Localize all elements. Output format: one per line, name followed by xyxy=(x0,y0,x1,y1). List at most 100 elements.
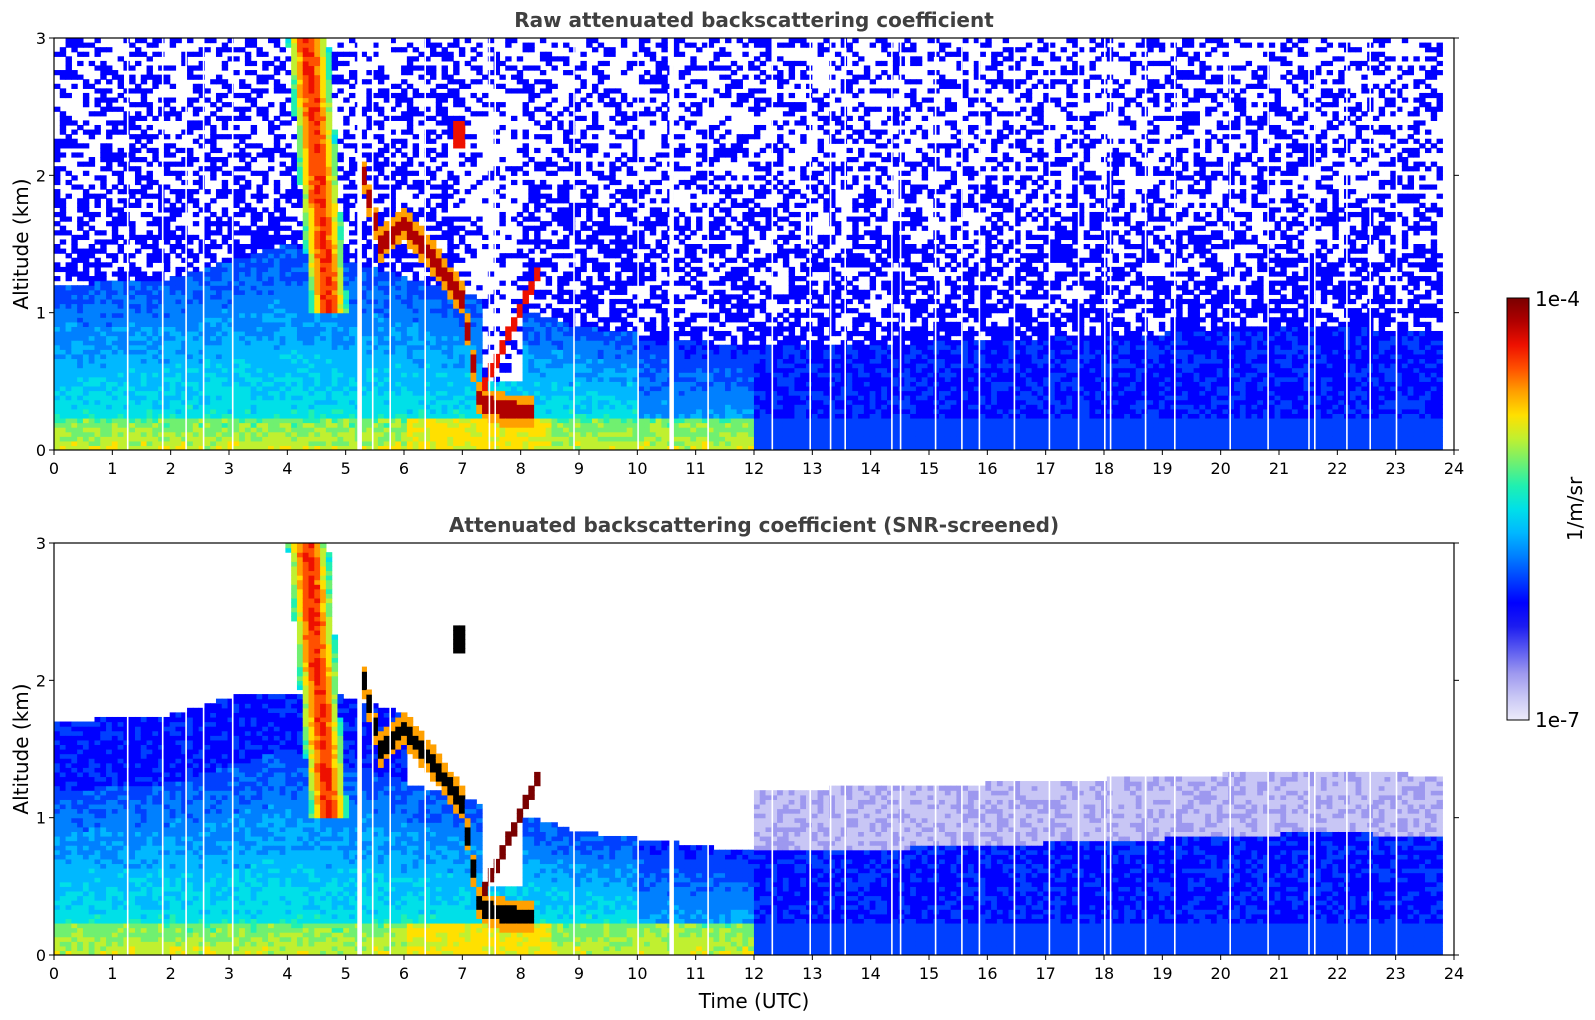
heatmap-cell xyxy=(123,313,129,318)
heatmap-cell xyxy=(123,253,129,258)
heatmap-cell xyxy=(60,88,66,93)
heatmap-cell xyxy=(413,427,419,432)
heatmap-cell xyxy=(471,336,477,341)
heatmap-cell xyxy=(83,52,89,57)
heatmap-cell xyxy=(112,400,118,405)
heatmap-cell xyxy=(152,404,158,409)
heatmap-cell xyxy=(233,189,239,194)
heatmap-cell xyxy=(378,308,384,313)
heatmap-cell xyxy=(239,345,245,350)
heatmap-cell xyxy=(332,322,338,327)
heatmap-cell xyxy=(326,372,332,377)
heatmap-cell xyxy=(320,217,326,222)
heatmap-cell xyxy=(453,258,459,263)
heatmap-cell xyxy=(326,363,332,368)
heatmap-cell xyxy=(332,235,338,240)
heatmap-cell xyxy=(349,436,355,441)
heatmap-cell xyxy=(309,139,315,144)
heatmap-cell xyxy=(303,184,309,189)
heatmap-cell xyxy=(395,423,401,428)
heatmap-cell xyxy=(378,235,384,240)
heatmap-cell xyxy=(499,418,505,423)
heatmap-cell xyxy=(233,381,239,386)
heatmap-cell xyxy=(378,230,384,235)
heatmap-cell xyxy=(112,377,118,382)
heatmap-cell xyxy=(141,276,147,281)
heatmap-cell xyxy=(147,253,153,258)
heatmap-cell xyxy=(129,390,135,395)
heatmap-cell xyxy=(384,249,390,254)
heatmap-cell xyxy=(378,221,384,226)
heatmap-cell xyxy=(280,418,286,423)
heatmap-cell xyxy=(303,253,309,258)
heatmap-cell xyxy=(175,244,181,249)
heatmap-cell xyxy=(135,326,141,331)
heatmap-cell xyxy=(274,432,280,437)
heatmap-cell xyxy=(378,427,384,432)
heatmap-cell xyxy=(337,139,343,144)
heatmap-cell xyxy=(193,423,199,428)
heatmap-cell xyxy=(459,116,465,121)
heatmap-cell xyxy=(337,340,343,345)
heatmap-cell xyxy=(193,235,199,240)
heatmap-cell xyxy=(407,358,413,363)
heatmap-cell xyxy=(343,253,349,258)
heatmap-cell xyxy=(407,308,413,313)
heatmap-cell xyxy=(216,285,222,290)
heatmap-cell xyxy=(245,395,251,400)
heatmap-cell xyxy=(476,381,482,386)
heatmap-cell xyxy=(100,404,106,409)
heatmap-cell xyxy=(337,386,343,391)
heatmap-cell xyxy=(239,262,245,267)
heatmap-cell xyxy=(453,427,459,432)
heatmap-cell xyxy=(349,354,355,359)
heatmap-cell xyxy=(187,372,193,377)
heatmap-cell xyxy=(256,322,262,327)
heatmap-cell xyxy=(309,413,315,418)
heatmap-cell xyxy=(442,152,448,157)
heatmap-cell xyxy=(175,395,181,400)
heatmap-cell xyxy=(222,432,228,437)
heatmap-cell xyxy=(320,322,326,327)
heatmap-cell xyxy=(453,116,459,121)
heatmap-cell xyxy=(233,340,239,345)
heatmap-cell xyxy=(77,221,83,226)
heatmap-cell xyxy=(303,111,309,116)
heatmap-cell xyxy=(274,441,280,446)
heatmap-cell xyxy=(216,75,222,80)
heatmap-cell xyxy=(285,390,291,395)
heatmap-cell xyxy=(453,244,459,249)
heatmap-cell xyxy=(89,290,95,295)
heatmap-cell xyxy=(216,386,222,391)
heatmap-cell xyxy=(135,358,141,363)
heatmap-cell xyxy=(129,116,135,121)
heatmap-cell xyxy=(94,267,100,272)
heatmap-cell xyxy=(89,432,95,437)
heatmap-cell xyxy=(465,404,471,409)
heatmap-cell xyxy=(112,221,118,226)
heatmap-cell xyxy=(332,130,338,135)
heatmap-cell xyxy=(314,125,320,130)
heatmap-cell xyxy=(123,285,129,290)
heatmap-cell xyxy=(349,294,355,299)
heatmap-cell xyxy=(118,354,124,359)
heatmap-cell xyxy=(430,317,436,322)
heatmap-cell xyxy=(268,253,274,258)
heatmap-cell xyxy=(112,368,118,373)
heatmap-cell xyxy=(378,413,384,418)
heatmap-cell xyxy=(291,441,297,446)
heatmap-cell xyxy=(285,166,291,171)
heatmap-cell xyxy=(66,43,72,48)
heatmap-cell xyxy=(152,116,158,121)
heatmap-cell xyxy=(118,404,124,409)
heatmap-cell xyxy=(268,217,274,222)
heatmap-cell xyxy=(326,56,332,61)
heatmap-cell xyxy=(216,331,222,336)
heatmap-cell xyxy=(280,281,286,286)
heatmap-cell xyxy=(343,116,349,121)
heatmap-cell xyxy=(401,294,407,299)
heatmap-cell xyxy=(129,308,135,313)
heatmap-cell xyxy=(459,413,465,418)
heatmap-cell xyxy=(309,432,315,437)
heatmap-cell xyxy=(430,299,436,304)
